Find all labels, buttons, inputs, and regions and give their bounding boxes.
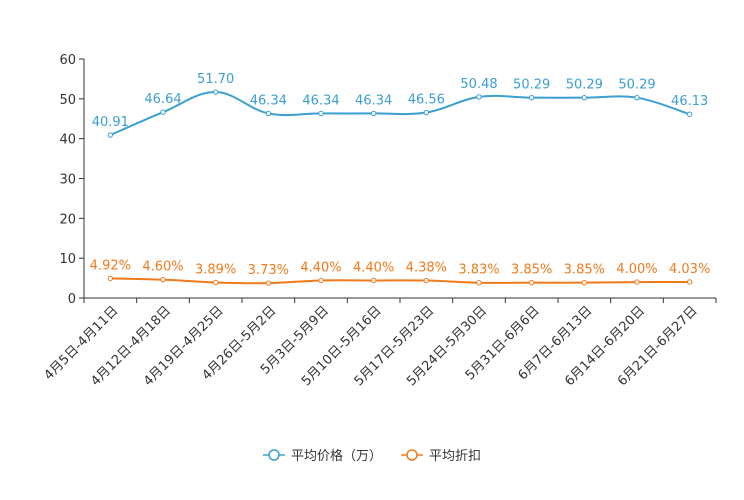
data-label: 4.40% [353, 260, 394, 275]
data-point[interactable] [318, 110, 324, 117]
y-tick-label: 60 [59, 53, 76, 68]
data-point[interactable] [581, 279, 588, 286]
legend-item-1[interactable]: 平均折扣 [401, 449, 481, 464]
data-label: 46.64 [144, 92, 181, 107]
data-label: 51.70 [197, 72, 234, 87]
y-tick-label: 40 [59, 133, 76, 148]
data-point[interactable] [370, 277, 377, 284]
data-point[interactable] [423, 277, 430, 284]
data-point[interactable] [265, 110, 272, 117]
data-point[interactable] [160, 276, 166, 283]
data-point[interactable] [318, 277, 324, 284]
data-point[interactable] [423, 109, 430, 116]
data-point[interactable] [476, 280, 482, 286]
y-tick-label: 20 [59, 212, 76, 227]
y-tick-label: 10 [59, 252, 76, 267]
data-label: 50.29 [566, 78, 603, 93]
data-point[interactable] [107, 275, 114, 282]
data-point[interactable] [107, 132, 114, 138]
data-label: 50.48 [460, 77, 497, 92]
data-label: 50.29 [618, 78, 655, 93]
data-point[interactable] [265, 280, 272, 286]
data-label: 3.83% [458, 263, 499, 278]
data-label: 46.34 [250, 93, 287, 108]
chart-legend[interactable]: 平均价格（万） 平均折扣 [263, 448, 481, 464]
series-line-0 [109, 91, 690, 136]
data-label: 4.60% [142, 260, 183, 275]
data-point[interactable] [528, 279, 535, 286]
data-point[interactable] [212, 89, 219, 95]
data-point[interactable] [634, 279, 640, 285]
data-label: 4.92% [90, 258, 131, 273]
data-label: 46.34 [355, 93, 392, 108]
data-point[interactable] [160, 109, 166, 115]
data-label: 46.13 [671, 94, 708, 109]
data-label: 50.29 [513, 78, 550, 93]
data-label: 46.34 [302, 93, 339, 108]
data-point[interactable] [686, 111, 693, 117]
y-tick-label: 30 [59, 173, 76, 188]
legend-marker [268, 449, 280, 461]
data-label: 46.56 [408, 93, 445, 108]
data-label: 40.91 [92, 115, 129, 130]
data-label: 4.38% [406, 261, 447, 276]
data-point[interactable] [212, 279, 219, 286]
series-line-1 [110, 277, 690, 285]
data-point[interactable] [634, 94, 640, 101]
data-label: 3.85% [511, 263, 552, 278]
data-label: 4.00% [616, 262, 657, 277]
series-layer: 40.91 46.64 51.70 46.34 46.34 46.34 46.56 50.48… [90, 72, 710, 286]
y-tick-label: 50 [59, 93, 76, 108]
data-label: 4.03% [669, 262, 710, 277]
legend-label: 平均折扣 [429, 449, 481, 464]
data-point[interactable] [581, 94, 588, 101]
x-axis-labels: 4月5日-4月11日4月12日-4月18日4月19日-4月25日4月26日-5月… [41, 303, 700, 389]
chart-axes: 0 10 20 30 40 50 60 [59, 53, 717, 307]
legend-item-0[interactable]: 平均价格（万） [263, 448, 382, 464]
data-label: 4.40% [300, 260, 341, 275]
y-tick-label: 0 [68, 292, 76, 307]
data-point[interactable] [528, 94, 535, 101]
data-label: 3.85% [564, 263, 605, 278]
legend-marker [406, 449, 418, 461]
data-point[interactable] [686, 279, 693, 285]
data-label: 3.89% [195, 263, 236, 278]
legend-label: 平均价格（万） [291, 448, 382, 464]
series-1: 4.92% 4.60% 3.89% 3.73% 4.40% 4.40% 4.38% 3.83%… [90, 258, 710, 286]
data-label: 3.73% [248, 263, 289, 278]
series-0: 40.91 46.64 51.70 46.34 46.34 46.34 46.56 50.48… [92, 72, 708, 138]
data-point[interactable] [476, 94, 482, 100]
data-point[interactable] [370, 110, 377, 117]
